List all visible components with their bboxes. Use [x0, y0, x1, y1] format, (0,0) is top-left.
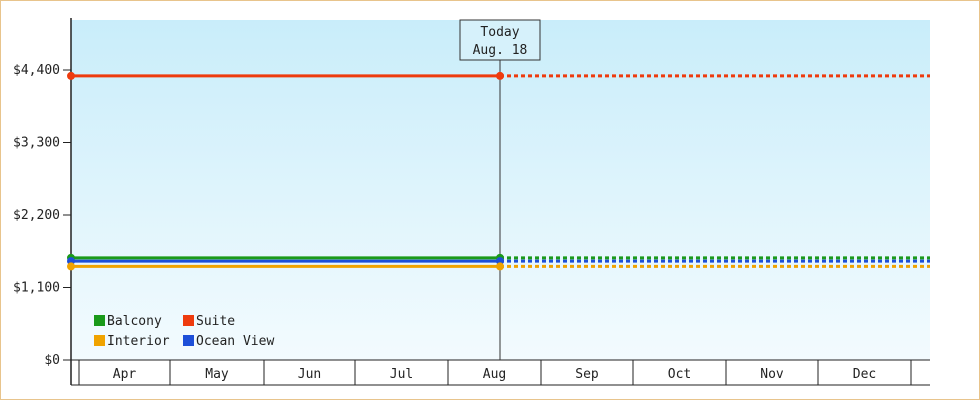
today-box — [459, 19, 541, 61]
today-marker: Today Aug. 18 — [459, 19, 541, 360]
legend-swatch-ocean-view — [183, 335, 194, 346]
series-lines — [67, 71, 930, 271]
x-tick-label: Aug — [483, 367, 506, 382]
x-tick-label: Jul — [390, 367, 413, 382]
y-tick-label: $4,400 — [13, 63, 60, 78]
axes: $0 $1,100 $2,200 $3,300 $4,400 Apr May Jun Jul Au… — [13, 18, 930, 386]
legend: Balcony Suite Interior Ocean View — [94, 314, 274, 349]
series-point-suite — [67, 71, 75, 80]
legend-swatch-suite — [183, 315, 194, 326]
legend-label-suite: Suite — [196, 314, 235, 329]
legend-label-interior: Interior — [107, 334, 170, 349]
series-point-suite — [496, 71, 504, 80]
y-tick-label: $1,100 — [13, 281, 60, 296]
series-point-interior — [496, 262, 504, 271]
x-tick-label: Nov — [760, 367, 784, 382]
x-tick-label: Oct — [668, 367, 691, 382]
x-tick-label: May — [205, 367, 229, 382]
legend-swatch-interior — [94, 335, 105, 346]
x-tick-label: Jun — [298, 367, 321, 382]
y-tick-label: $2,200 — [13, 208, 60, 223]
x-tick-label: Apr — [113, 367, 137, 382]
y-tick-label: $0 — [44, 353, 60, 368]
y-tick-label: $3,300 — [13, 136, 60, 151]
today-label: Today — [480, 25, 519, 40]
legend-label-balcony: Balcony — [107, 314, 162, 329]
today-date-label: Aug. 18 — [473, 43, 528, 58]
x-tick-label: Dec — [853, 367, 876, 382]
x-tick-label: Sep — [575, 367, 599, 382]
series-point-interior — [67, 262, 75, 271]
legend-label-ocean-view: Ocean View — [196, 334, 274, 349]
legend-swatch-balcony — [94, 315, 105, 326]
